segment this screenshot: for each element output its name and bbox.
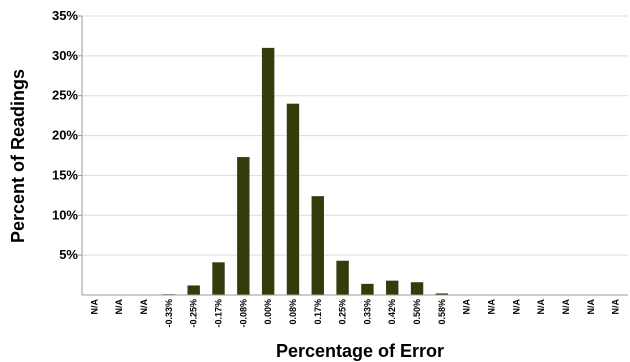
x-tick-label: -0.08% <box>238 299 248 328</box>
gridlines <box>82 15 628 256</box>
bars <box>162 47 449 296</box>
x-tick-label: 0.50% <box>412 299 422 325</box>
y-tick-label: 5% <box>59 247 78 262</box>
x-tick-label: -0.17% <box>214 299 224 328</box>
x-tick-label: N/A <box>89 299 99 315</box>
y-tick-label: 25% <box>52 88 78 103</box>
x-tick-label: 0.08% <box>288 299 298 325</box>
bar <box>386 280 399 295</box>
bar <box>286 103 300 295</box>
bar <box>187 285 200 295</box>
x-axis-title: Percentage of Error <box>276 341 444 361</box>
x-tick-label: -0.33% <box>164 299 174 328</box>
bar <box>261 47 275 296</box>
y-tick-label: 35% <box>52 8 78 23</box>
x-tick-label: N/A <box>462 299 472 315</box>
x-tick-label: N/A <box>511 299 521 315</box>
bar <box>435 293 449 295</box>
bar <box>410 282 424 295</box>
bar <box>237 157 250 295</box>
x-tick-label: 0.33% <box>362 299 372 325</box>
y-tick-label: 10% <box>52 207 78 222</box>
bar <box>336 260 349 295</box>
x-tick-label: 0.42% <box>387 299 397 325</box>
y-axis-title: Percent of Readings <box>8 69 28 243</box>
y-tick-label: 30% <box>52 48 78 63</box>
x-tick-label: 0.00% <box>263 299 273 325</box>
x-tick-label: N/A <box>487 299 497 315</box>
bar <box>311 196 324 295</box>
x-tick-label: N/A <box>536 299 546 315</box>
x-tick-label: N/A <box>561 299 571 315</box>
x-tick-label: N/A <box>586 299 596 315</box>
y-tick-label: 20% <box>52 128 78 143</box>
x-tick-label: 0.17% <box>313 299 323 325</box>
y-axis-ticks: 5% 10% 15% 20% 25% 30% 35% <box>52 8 82 262</box>
x-tick-label: -0.25% <box>189 299 199 328</box>
x-tick-label: 0.58% <box>437 299 447 325</box>
bar <box>361 283 374 295</box>
bar <box>212 262 225 295</box>
y-tick-label: 15% <box>52 167 78 182</box>
x-tick-label: 0.25% <box>338 299 348 325</box>
x-tick-label: N/A <box>611 299 621 315</box>
x-tick-label: N/A <box>114 299 124 315</box>
x-axis-ticks: N/A N/A N/A -0.33% -0.25% -0.17% -0.08% 0.00% 0.… <box>89 299 620 328</box>
x-tick-label: N/A <box>139 299 149 315</box>
